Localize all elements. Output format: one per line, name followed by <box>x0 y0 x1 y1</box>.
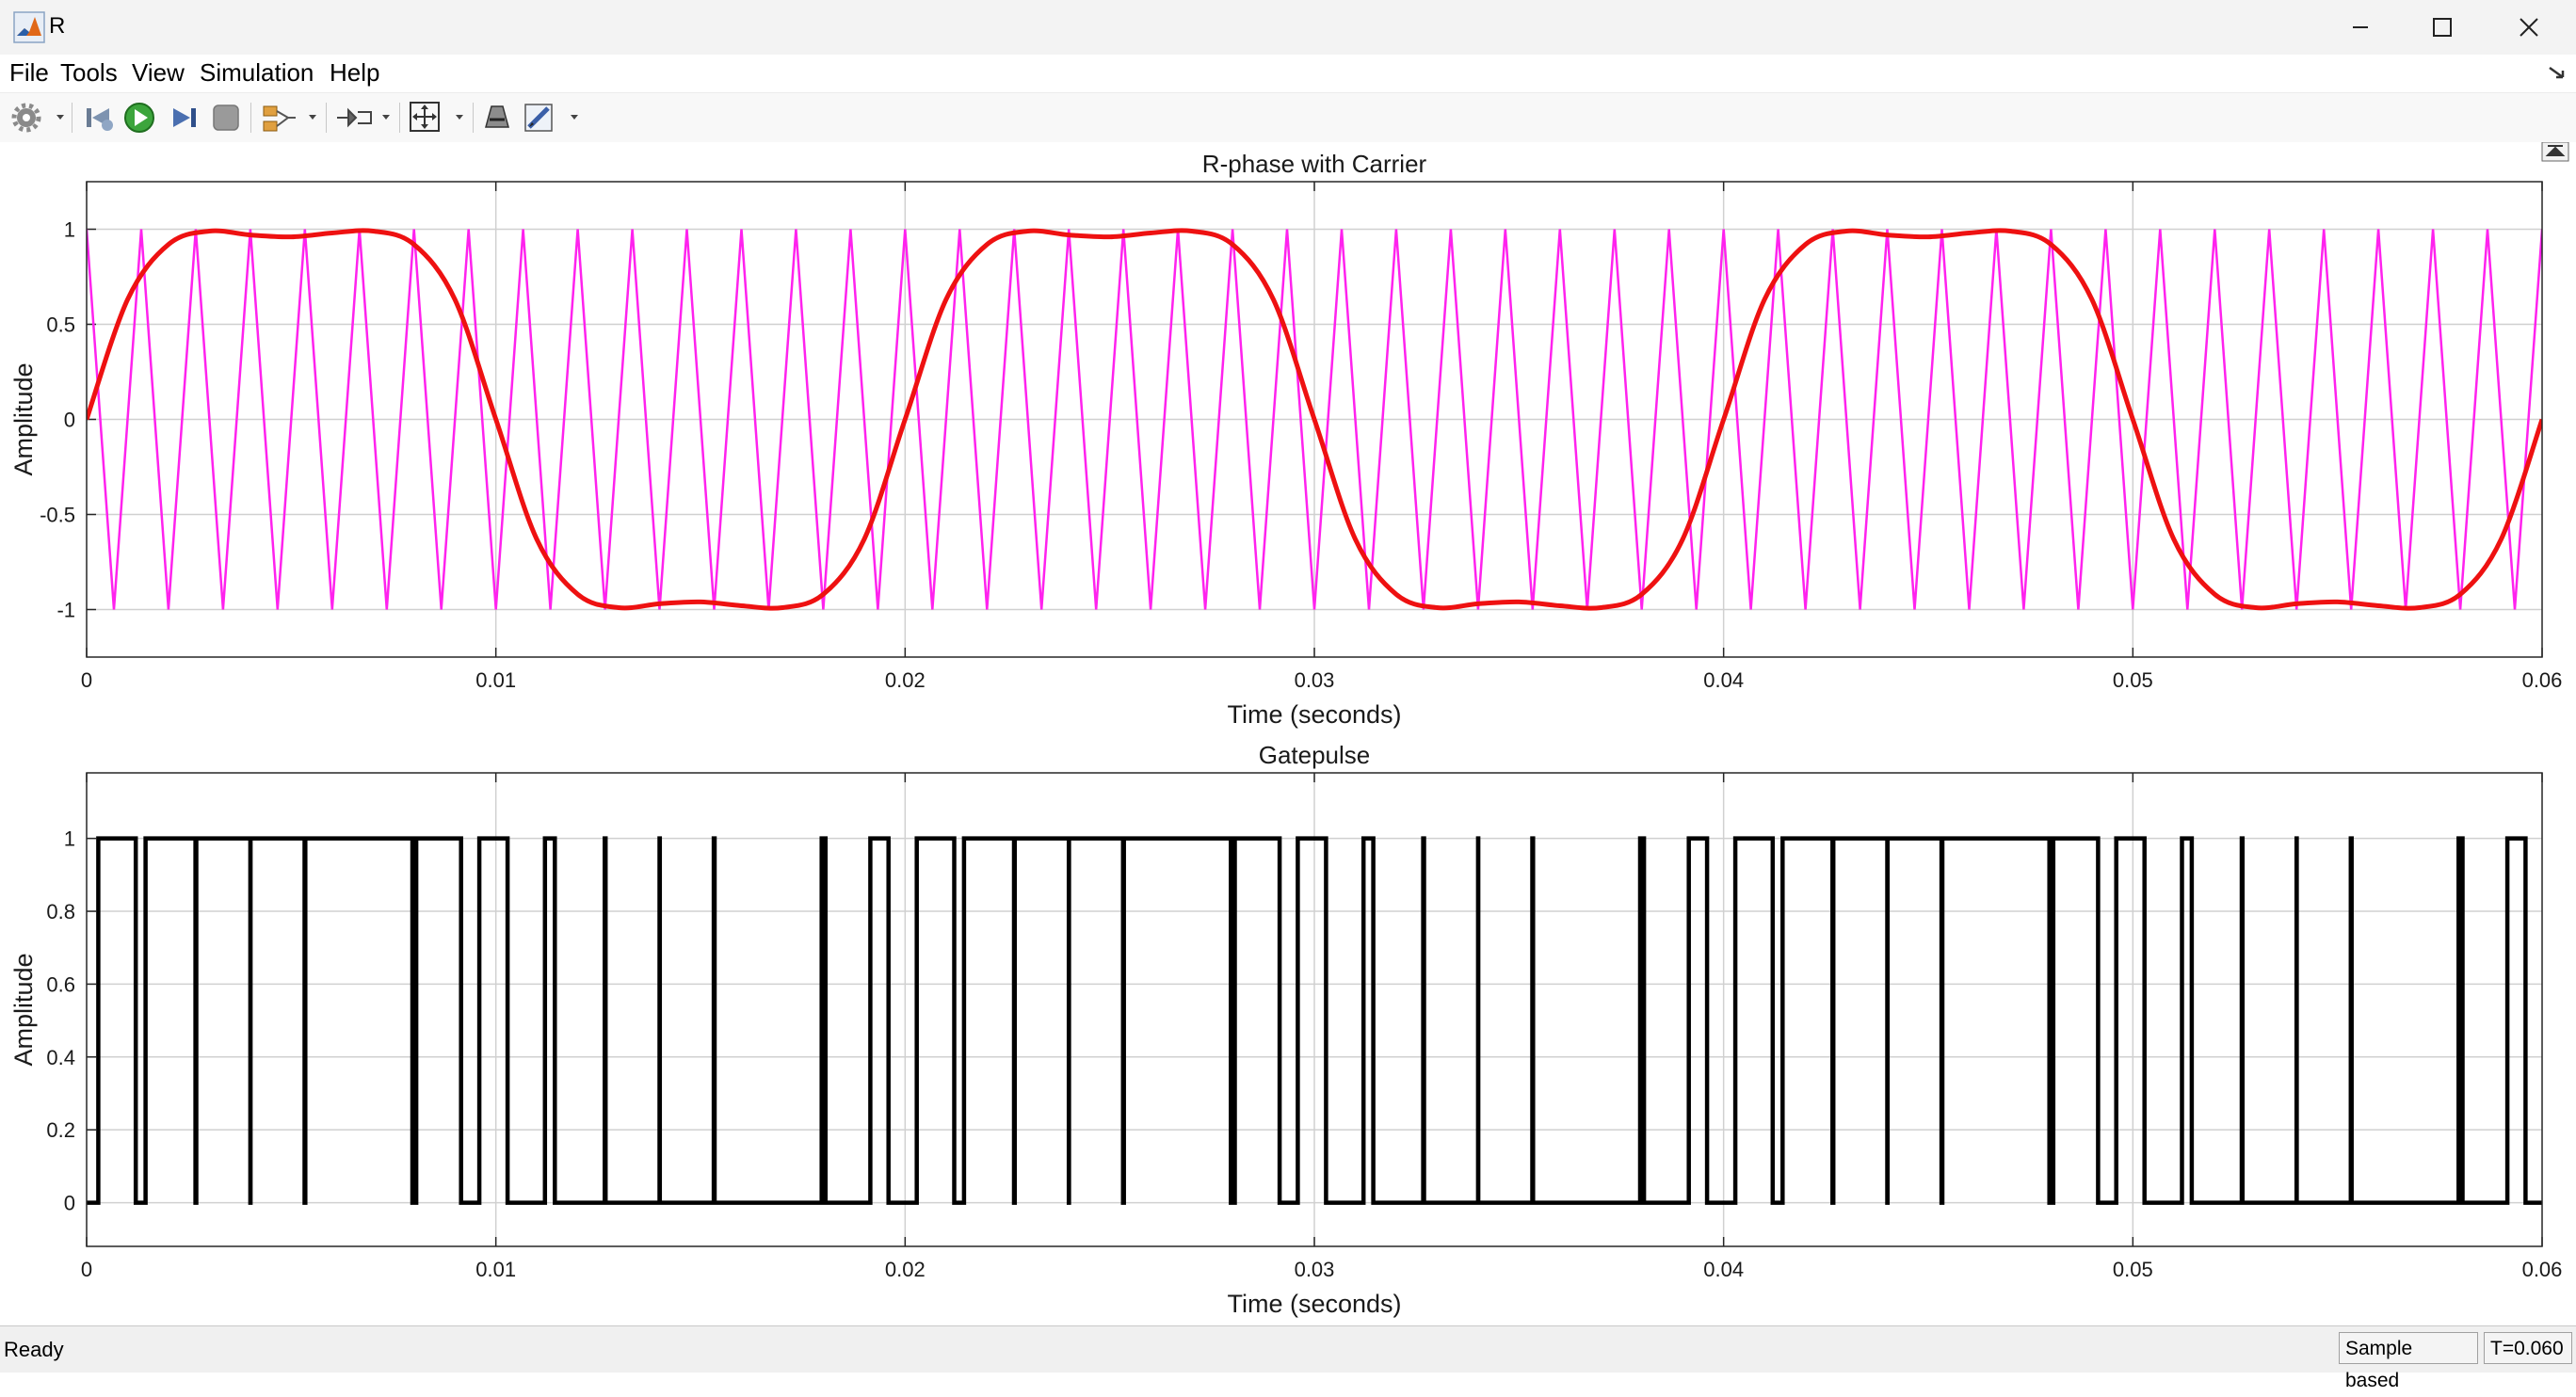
y-tick-label: 0.6 <box>46 972 75 996</box>
x-tick-label: 0.01 <box>475 1258 516 1281</box>
x-tick-label: 0.04 <box>1703 1258 1744 1281</box>
rphase-carrier-axes: 0 0.01 0.02 0.03 0.04 0.05 0.06 1 0.5 0 -0.5 -1 R-ph… <box>9 150 2563 729</box>
x-tick-label: 0.03 <box>1295 668 1335 692</box>
gear-icon[interactable] <box>8 99 68 136</box>
stop-icon[interactable] <box>207 99 245 136</box>
x-tick-label: 0.04 <box>1703 668 1744 692</box>
y-tick-label: 0.8 <box>46 900 75 923</box>
x-tick-label: 0.06 <box>2522 668 2563 692</box>
minimize-button[interactable] <box>2316 0 2403 55</box>
close-icon <box>2520 18 2538 37</box>
scope-plots: 0 0.01 0.02 0.03 0.04 0.05 0.06 1 0.5 0 -0.5 -1 R-ph… <box>9 141 2569 1318</box>
measurements-icon[interactable] <box>522 99 582 136</box>
status-text: Ready <box>4 1338 64 1361</box>
toolbar-separator <box>473 103 474 133</box>
triggers-icon[interactable] <box>333 99 394 136</box>
axes-title: R-phase with Carrier <box>1202 150 1427 178</box>
r-phase-reference-curve <box>87 228 2542 611</box>
x-tick-label: 0.03 <box>1295 1258 1335 1281</box>
expand-axes-icon[interactable] <box>2541 141 2569 162</box>
signal-select-icon[interactable] <box>260 99 320 136</box>
x-tick-label: 0 <box>81 668 92 692</box>
x-axis-label: Time (seconds) <box>1227 1290 1401 1318</box>
plot-lines <box>87 836 2542 1205</box>
y-axis-label: Amplitude <box>9 953 38 1066</box>
menu-bar: File Tools View Simulation Help <box>0 55 2576 92</box>
run-icon[interactable] <box>121 99 158 136</box>
x-tick-label: 0 <box>81 1258 92 1281</box>
minimize-icon <box>2353 26 2368 28</box>
gatepulse-axes: 0 0.01 0.02 0.03 0.04 0.05 0.06 1 0.8 0.6 0.4 0.2 0 G… <box>9 741 2562 1318</box>
y-tick-label: 0 <box>64 409 75 432</box>
scope-plot-area: 0 0.01 0.02 0.03 0.04 0.05 0.06 1 0.5 0 -0.5 -1 R-ph… <box>0 141 2576 1325</box>
toolbar-separator <box>326 103 327 133</box>
step-forward-icon[interactable] <box>166 99 203 136</box>
toolbar-separator <box>399 103 400 133</box>
expand-axes-arrow <box>2545 145 2566 156</box>
title-bar: R <box>0 0 2576 55</box>
gate-pulse-trace <box>87 836 2542 1205</box>
maximize-button[interactable] <box>2398 0 2485 55</box>
x-tick-label: 0.05 <box>2113 668 2153 692</box>
step-back-icon[interactable] <box>79 99 117 136</box>
x-tick-label: 0.05 <box>2113 1258 2153 1281</box>
y-tick-label: -0.5 <box>40 504 75 527</box>
style-icon[interactable] <box>478 99 516 136</box>
y-tick-label: 0 <box>64 1192 75 1215</box>
y-tick-label: 0.5 <box>46 313 75 337</box>
close-button[interactable] <box>2486 0 2572 55</box>
x-tick-label: 0.06 <box>2522 1258 2563 1281</box>
axes-title: Gatepulse <box>1259 741 1371 769</box>
menu-file[interactable]: File <box>9 58 49 87</box>
x-tick-label: 0.01 <box>475 668 516 692</box>
y-tick-label: 0.2 <box>46 1118 75 1142</box>
matlab-logo-icon <box>13 11 45 43</box>
status-bar: Ready Sample based T=0.060 <box>0 1325 2576 1391</box>
y-tick-label: 1 <box>64 218 75 242</box>
menu-help[interactable]: Help <box>330 58 380 87</box>
sample-mode-indicator: Sample based <box>2339 1332 2478 1391</box>
y-tick-label: -1 <box>56 599 75 622</box>
y-tick-label: 0.4 <box>46 1046 75 1069</box>
menu-tools[interactable]: Tools <box>60 58 118 87</box>
undock-icon[interactable] <box>2546 62 2570 83</box>
toolbar-separator <box>250 103 251 133</box>
axes-border <box>86 772 2543 1247</box>
window-title: R <box>49 13 66 39</box>
axes-border <box>86 181 2543 658</box>
plot-lines <box>87 228 2542 611</box>
y-axis-label: Amplitude <box>9 362 38 475</box>
x-tick-label: 0.02 <box>885 668 926 692</box>
zoom-fit-icon[interactable] <box>407 99 467 136</box>
carrier-waveform <box>87 229 2542 610</box>
menu-simulation[interactable]: Simulation <box>200 58 314 87</box>
simulation-time-indicator: T=0.060 <box>2484 1332 2572 1364</box>
x-tick-label: 0.02 <box>885 1258 926 1281</box>
x-axis-label: Time (seconds) <box>1227 700 1401 729</box>
menu-view[interactable]: View <box>132 58 185 87</box>
maximize-icon <box>2433 18 2452 37</box>
toolbar <box>0 92 2576 143</box>
y-tick-label: 1 <box>64 827 75 851</box>
